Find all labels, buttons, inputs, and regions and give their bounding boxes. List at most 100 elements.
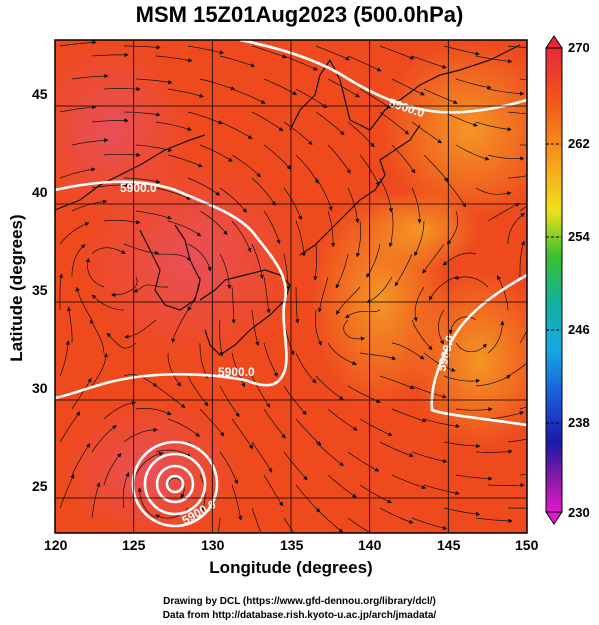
streamline bbox=[366, 276, 393, 303]
colorbar-label: 254 bbox=[568, 229, 590, 244]
colorbar-label: 270 bbox=[568, 40, 590, 55]
streamline bbox=[519, 240, 525, 277]
streamline bbox=[167, 220, 202, 237]
streamline bbox=[187, 243, 212, 272]
streamline bbox=[423, 484, 460, 496]
streamline bbox=[91, 118, 129, 123]
streamline bbox=[91, 294, 125, 311]
streamline bbox=[155, 253, 192, 261]
streamline bbox=[283, 121, 313, 145]
streamline bbox=[263, 210, 281, 244]
contour-label: 5900.0 bbox=[218, 365, 255, 379]
streamline bbox=[315, 45, 350, 61]
streamline bbox=[423, 154, 449, 182]
streamline bbox=[443, 45, 480, 56]
streamline bbox=[217, 517, 221, 533]
streamline bbox=[219, 253, 232, 290]
streamline bbox=[91, 482, 101, 519]
streamline bbox=[171, 309, 189, 343]
streamline bbox=[219, 121, 253, 139]
streamline bbox=[251, 45, 287, 59]
streamline bbox=[103, 452, 122, 486]
streamline bbox=[251, 243, 264, 280]
streamline bbox=[379, 111, 409, 135]
credit-line-data: Data from http://database.rish.kyoto-u.a… bbox=[162, 610, 437, 621]
streamline bbox=[455, 474, 493, 481]
streamline bbox=[71, 443, 91, 476]
streamline bbox=[135, 451, 164, 476]
streamline bbox=[251, 111, 284, 132]
streamline bbox=[58, 273, 64, 311]
streamline bbox=[167, 88, 204, 98]
streamline bbox=[487, 320, 505, 354]
credit-line-drawing: Drawing by DCL (https://www.gfd-dennou.o… bbox=[163, 596, 436, 607]
streamline bbox=[263, 276, 271, 314]
streamline bbox=[295, 220, 306, 257]
streamline bbox=[167, 352, 182, 387]
streamline bbox=[283, 385, 307, 415]
streamline bbox=[313, 243, 318, 281]
streamline bbox=[295, 154, 319, 184]
streamline bbox=[411, 385, 447, 399]
streamline bbox=[135, 210, 172, 220]
streamline bbox=[423, 88, 458, 104]
streamline bbox=[343, 319, 365, 341]
streamline bbox=[71, 377, 92, 410]
streamline bbox=[167, 418, 200, 437]
streamline bbox=[111, 276, 138, 297]
colorbar-gradient bbox=[545, 47, 563, 513]
streamline bbox=[391, 342, 425, 360]
streamline bbox=[123, 111, 161, 117]
streamline bbox=[388, 210, 394, 248]
streamline bbox=[155, 55, 193, 63]
streamline bbox=[317, 276, 329, 313]
streamline bbox=[394, 253, 413, 287]
streamline bbox=[347, 187, 360, 224]
streamline bbox=[520, 144, 527, 146]
streamline bbox=[327, 408, 358, 431]
streamline bbox=[295, 484, 321, 513]
streamline bbox=[327, 78, 360, 98]
temperature-field bbox=[55, 40, 527, 533]
streamline bbox=[327, 144, 351, 174]
streamline bbox=[487, 483, 525, 488]
streamline bbox=[507, 362, 527, 377]
streamline bbox=[251, 441, 273, 473]
streamline bbox=[59, 474, 75, 509]
streamline bbox=[123, 427, 158, 443]
streamline bbox=[413, 286, 425, 322]
streamline bbox=[135, 407, 172, 416]
y-axis-label: Latitude (degrees) bbox=[7, 214, 26, 362]
streamline bbox=[438, 309, 445, 345]
x-tick-label: 135 bbox=[280, 537, 304, 553]
streamline bbox=[219, 385, 240, 418]
streamline bbox=[219, 451, 238, 485]
streamline bbox=[155, 121, 192, 131]
streamline bbox=[359, 154, 380, 187]
streamline bbox=[187, 177, 221, 196]
streamline bbox=[59, 167, 96, 179]
streamline bbox=[231, 220, 252, 253]
streamline bbox=[199, 78, 236, 91]
streamline bbox=[59, 411, 81, 443]
streamline bbox=[455, 407, 493, 412]
x-tick-label: 120 bbox=[44, 537, 68, 553]
streamline bbox=[315, 177, 333, 211]
streamline bbox=[187, 45, 224, 55]
colorbar-label: 262 bbox=[568, 136, 590, 151]
streamline bbox=[231, 88, 266, 104]
streamline bbox=[231, 352, 245, 388]
streamline bbox=[454, 275, 489, 288]
streamline bbox=[124, 319, 157, 339]
streamline bbox=[447, 210, 458, 245]
streamline bbox=[443, 375, 481, 383]
streamline bbox=[411, 55, 447, 69]
streamline bbox=[423, 352, 456, 372]
streamline bbox=[283, 187, 302, 221]
streamline bbox=[251, 507, 262, 533]
streamline bbox=[414, 220, 425, 257]
streamline bbox=[519, 474, 527, 476]
streamline bbox=[507, 111, 527, 114]
streamline bbox=[263, 474, 283, 507]
streamline bbox=[507, 175, 527, 179]
